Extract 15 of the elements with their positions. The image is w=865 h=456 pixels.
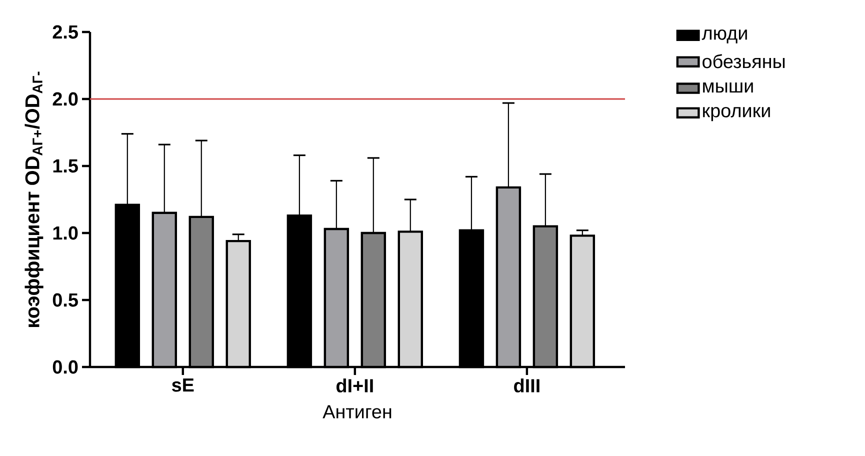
legend-label: кролики [703, 106, 770, 122]
y-tick-label: 1.0 [53, 226, 78, 240]
x-axis-title: Антиген [322, 405, 392, 418]
y-tick-label: 2.0 [52, 92, 78, 106]
x-tick-label: dI+II [336, 378, 373, 392]
y-tick-label: 2.5 [52, 25, 78, 39]
y-axis-title: коэффициент OD$_{АГ+}$/OD$_{АГ-}$ [24, 72, 44, 327]
y-tick-label: 1.5 [53, 159, 78, 173]
x-tick-label: dIII [514, 378, 540, 392]
legend-label: мыши [703, 82, 753, 93]
y-tick-label: 0.5 [52, 293, 78, 307]
x-tick-label: sE [172, 378, 194, 392]
legend-label: люди [702, 29, 747, 44]
legend-label: обезьяны [702, 54, 785, 68]
y-tick-label: 0.0 [52, 360, 78, 374]
